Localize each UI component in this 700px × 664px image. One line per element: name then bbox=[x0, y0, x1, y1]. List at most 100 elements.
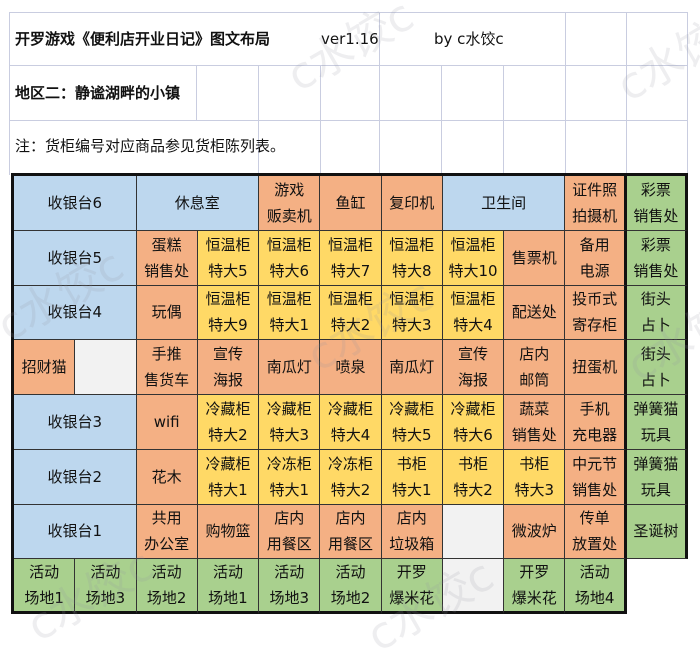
cell-label: 休息室 bbox=[174, 193, 220, 212]
cell-label: 特大4 bbox=[453, 316, 493, 335]
cell-label: 收银台6 bbox=[47, 193, 103, 212]
layout-cell: 冷藏柜 特大4 bbox=[320, 395, 382, 450]
cell-label: 鱼缸 bbox=[335, 193, 366, 212]
cell-label: 场地2 bbox=[330, 589, 371, 608]
layout-cell: 玩偶 bbox=[136, 285, 198, 341]
layout-cell: 恒温柜 特大2 bbox=[320, 285, 382, 341]
cell-label: 恒温柜 bbox=[389, 290, 435, 309]
cell-label: 南瓜灯 bbox=[389, 358, 435, 377]
cell-label: 手推 bbox=[151, 345, 182, 364]
layout-cell: 开罗 爆米花 bbox=[381, 559, 443, 614]
cell-label: 场地1 bbox=[208, 589, 248, 608]
cell-label: 玩偶 bbox=[151, 303, 182, 322]
cell-label: 店内 bbox=[519, 345, 550, 364]
cell-label: 垃圾箱 bbox=[389, 535, 435, 554]
cell-label: 宣传 bbox=[458, 345, 489, 364]
cell-label: 招财猫 bbox=[21, 358, 67, 377]
cell-label: 特大4 bbox=[330, 425, 371, 444]
cell-label: 海报 bbox=[212, 371, 243, 390]
layout-cell: 店内 垃圾箱 bbox=[381, 504, 443, 560]
cell-label: 特大2 bbox=[453, 480, 493, 499]
cell-label: 证件照 bbox=[572, 180, 618, 199]
layout-cell: 收银台1 bbox=[14, 504, 137, 560]
layout-cell: 休息室 bbox=[136, 176, 260, 231]
cell-label: 爆米花 bbox=[511, 589, 557, 608]
cell-label: 配送处 bbox=[511, 303, 557, 322]
layout-cell: 开罗 爆米花 bbox=[504, 559, 566, 614]
cell-label: 中元节 bbox=[572, 454, 618, 473]
layout-cell: 招财猫 bbox=[14, 340, 76, 395]
cell-label: 特大8 bbox=[391, 261, 432, 280]
layout-cell: 购物篮 bbox=[197, 504, 260, 560]
cell-label: 宣传 bbox=[212, 345, 243, 364]
layout-cell: 活动 场地3 bbox=[259, 559, 321, 614]
cell-label: 彩票 bbox=[640, 235, 671, 254]
layout-cell: 活动 场地1 bbox=[197, 559, 260, 614]
cell-label: 店内 bbox=[396, 509, 427, 528]
layout-cell: 蛋糕 销售处 bbox=[136, 230, 198, 286]
cell-label: 场地4 bbox=[574, 589, 615, 608]
note-text: 注：货柜编号对应商品参见货柜陈列表。 bbox=[15, 137, 286, 155]
cell-label: 邮筒 bbox=[519, 371, 550, 390]
cell-label: 特大10 bbox=[448, 261, 498, 280]
layout-cell: wifi bbox=[136, 395, 198, 450]
cell-label: 微波炉 bbox=[511, 522, 557, 541]
cell-label: 销售处 bbox=[144, 261, 190, 280]
layout-cell: 恒温柜特大9 bbox=[197, 285, 260, 341]
cell-label: 恒温柜 bbox=[327, 290, 373, 309]
cell-label: 蔬菜 bbox=[519, 399, 550, 418]
cell-label: 放置处 bbox=[572, 535, 618, 554]
cell-label: 场地3 bbox=[85, 589, 126, 608]
layout-cell: 冷冻柜 特大2 bbox=[320, 449, 382, 505]
cell-label: 特大1 bbox=[269, 316, 309, 335]
layout-cell: 收银台2 bbox=[14, 449, 137, 505]
empty-cell bbox=[75, 340, 137, 395]
cell-label: 活动 bbox=[579, 563, 610, 582]
cell-label: 南瓜灯 bbox=[266, 358, 312, 377]
cell-label: 书柜 bbox=[396, 454, 427, 473]
cell-label: 冷藏柜 bbox=[389, 399, 435, 418]
layout-cell: 冷藏柜 特大3 bbox=[259, 395, 321, 450]
layout-cell: 冷藏柜 特大1 bbox=[197, 449, 260, 505]
layout-cell: 宣传 海报 bbox=[197, 340, 260, 395]
cell-label: 办公室 bbox=[144, 535, 190, 554]
layout-cell: 恒温柜 特大10 bbox=[442, 230, 505, 286]
layout-cell: 蔬菜 销售处 bbox=[504, 395, 566, 450]
layout-cell: 书柜 特大3 bbox=[504, 449, 566, 505]
cell-label: 共用 bbox=[151, 509, 182, 528]
layout-cell: 街头 占卜 bbox=[626, 285, 688, 341]
layout-cell: 宣传 海报 bbox=[442, 340, 505, 395]
cell-label: 爆米花 bbox=[389, 589, 435, 608]
layout-cell: 冷冻柜 特大1 bbox=[259, 449, 321, 505]
cell-label: 弹簧猫 bbox=[633, 454, 679, 473]
layout-cell: 传单 放置处 bbox=[565, 504, 627, 560]
cell-label: 备用 bbox=[579, 235, 610, 254]
layout-cell: 店内 用餐区 bbox=[259, 504, 321, 560]
layout-cell: 扭蛋机 bbox=[565, 340, 627, 395]
cell-label: 收银台3 bbox=[47, 412, 103, 431]
cell-label: 活动 bbox=[90, 563, 121, 582]
cell-label: 场地3 bbox=[269, 589, 309, 608]
layout-cell: 恒温柜 特大5 bbox=[197, 230, 260, 286]
layout-cell: 冷藏柜 特大2 bbox=[197, 395, 260, 450]
empty-cell bbox=[442, 504, 505, 560]
cell-label: 特大9 bbox=[208, 316, 248, 335]
cell-label: 活动 bbox=[151, 563, 182, 582]
author-label: by c水饺c bbox=[434, 30, 504, 48]
empty-cell bbox=[442, 559, 505, 614]
cell-label: 恒温柜 bbox=[327, 235, 373, 254]
cell-label: 手机 bbox=[579, 399, 610, 418]
cell-label: 贩卖机 bbox=[266, 206, 312, 225]
cell-label: 恒温柜 bbox=[205, 290, 251, 309]
layout-cell: 卫生间 bbox=[442, 176, 566, 231]
cell-label: 冷冻柜 bbox=[266, 454, 312, 473]
cell-label: 售票机 bbox=[511, 248, 557, 267]
cell-label: 恒温柜 bbox=[205, 235, 251, 254]
cell-label: 恒温柜 bbox=[266, 290, 312, 309]
layout-cell: 微波炉 bbox=[504, 504, 566, 560]
layout-cell: 弹簧猫 玩具 bbox=[626, 449, 688, 505]
region-title: 地区二：静谧湖畔的小镇 bbox=[15, 84, 181, 102]
cell-label: 冷藏柜 bbox=[266, 399, 312, 418]
cell-label: 销售处 bbox=[633, 206, 679, 225]
layout-cell: 弹簧猫 玩具 bbox=[626, 395, 688, 450]
